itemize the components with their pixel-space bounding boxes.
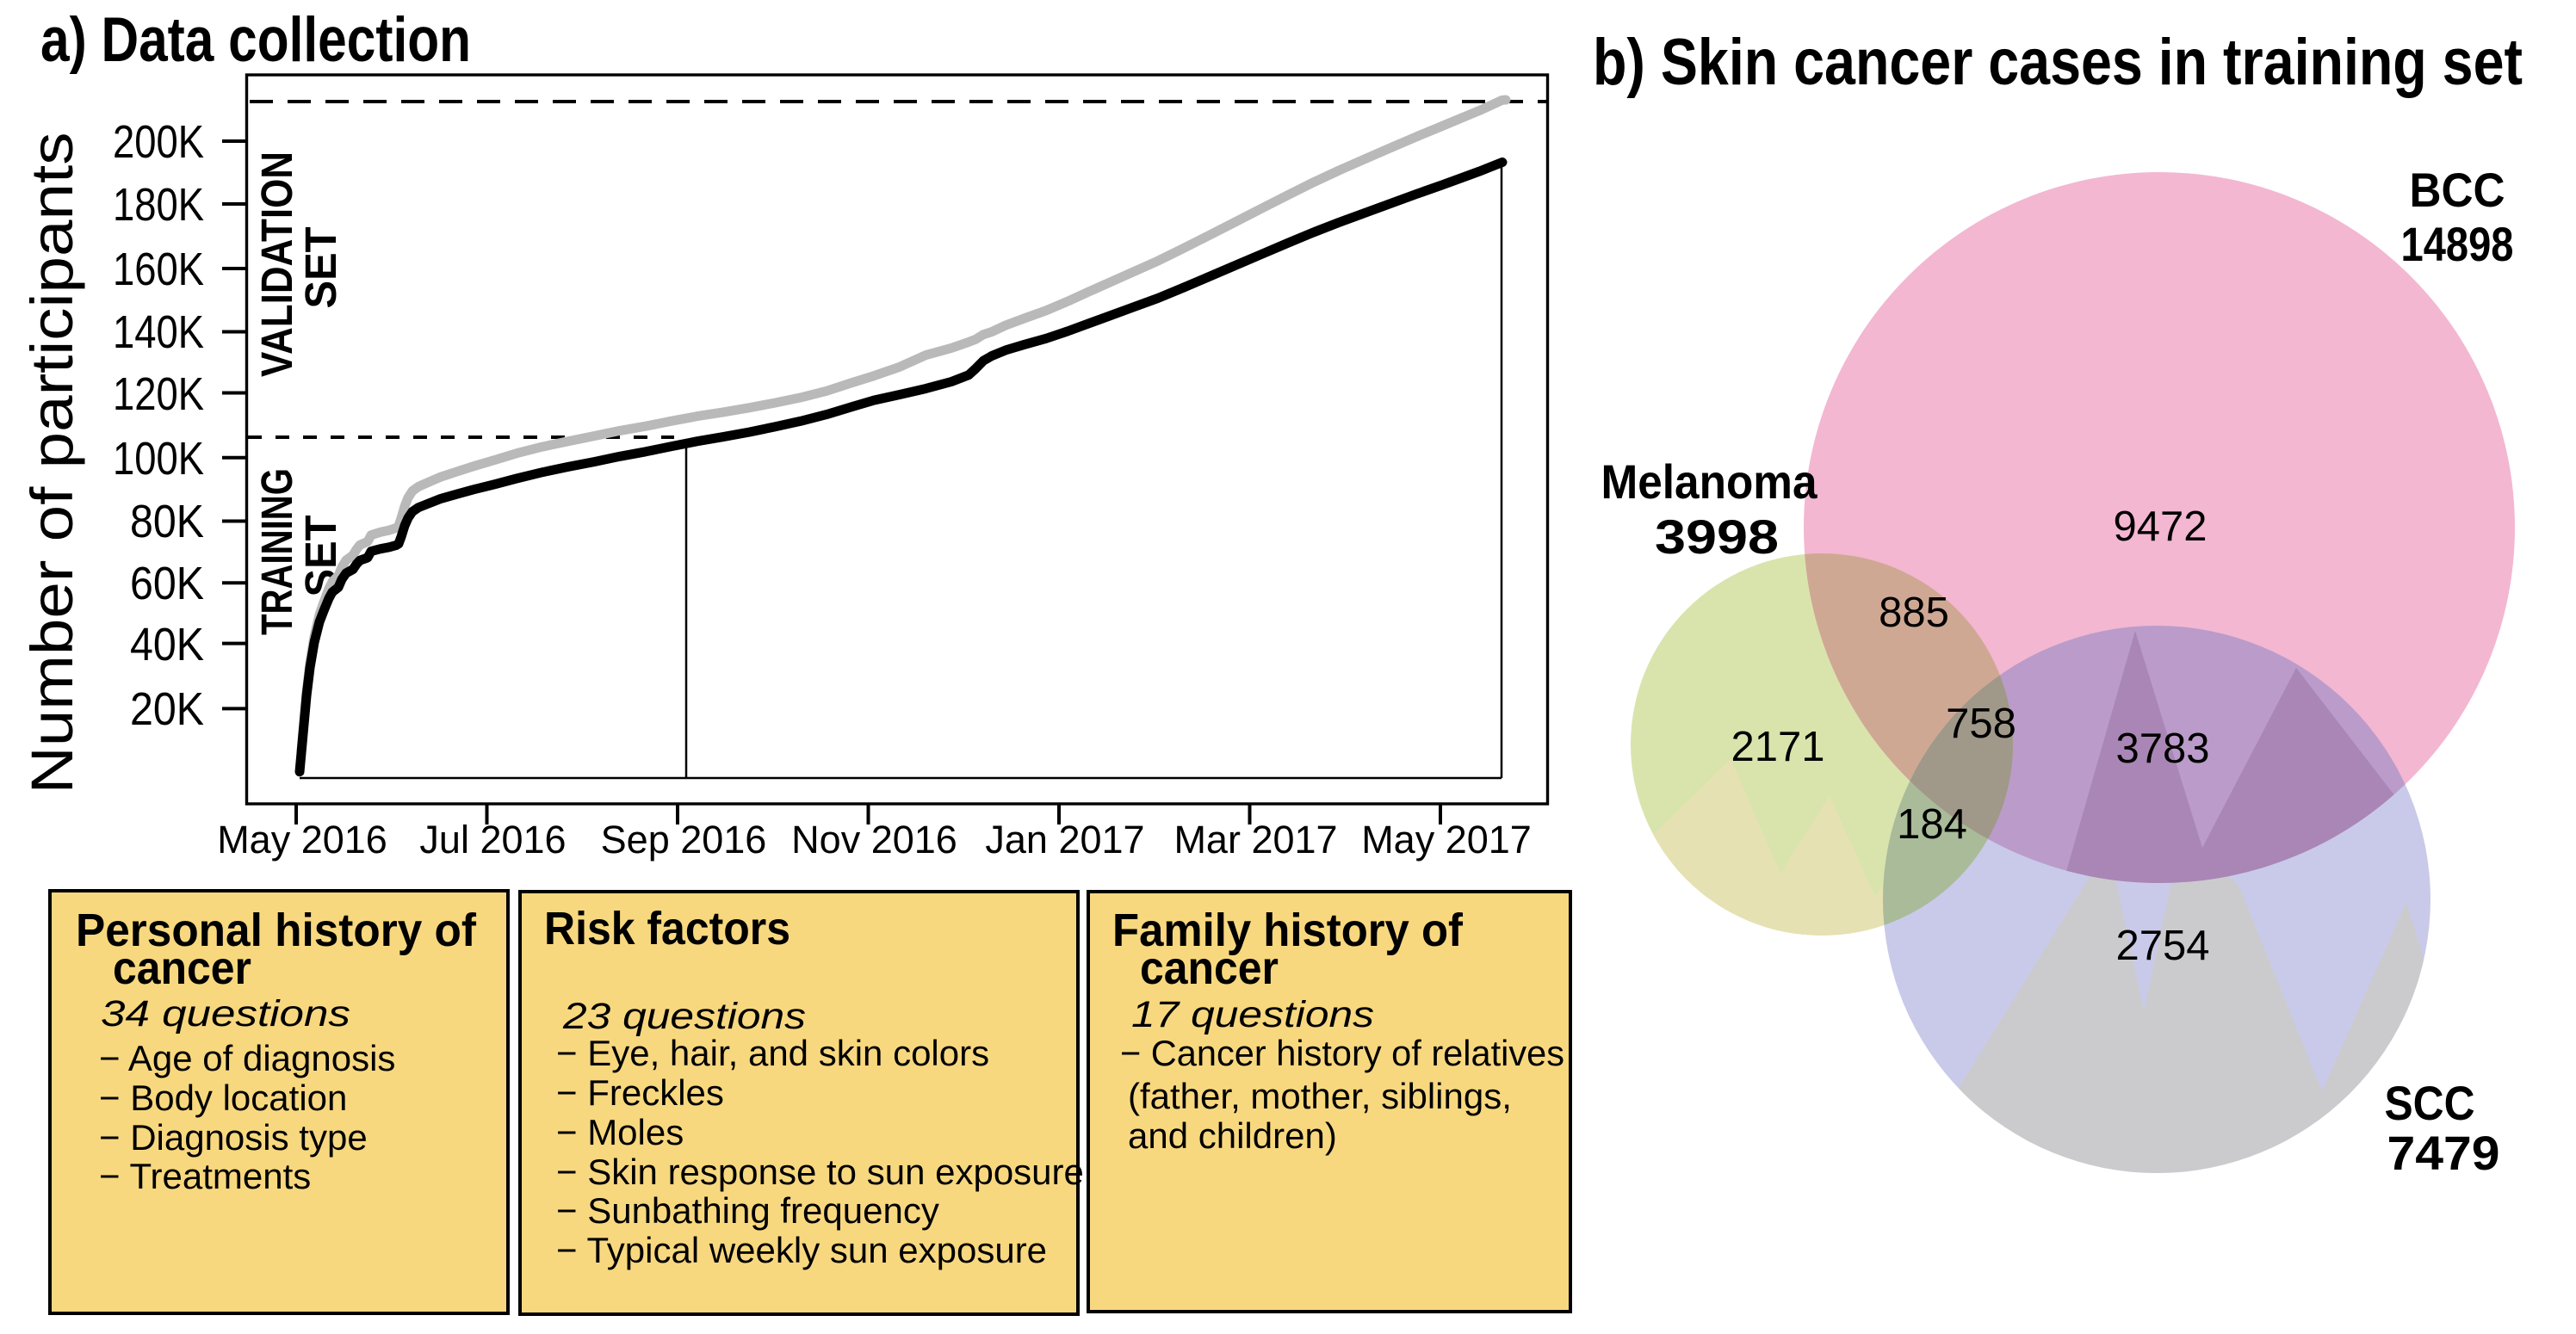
svg-text:80K: 80K bbox=[130, 496, 204, 547]
svg-text:May 2016: May 2016 bbox=[217, 818, 387, 862]
svg-text:− Moles: − Moles bbox=[556, 1112, 684, 1152]
svg-text:VALIDATION: VALIDATION bbox=[252, 151, 301, 377]
svg-text:Mar 2017: Mar 2017 bbox=[1173, 818, 1337, 862]
svg-text:Number of participants: Number of participants bbox=[19, 132, 85, 794]
svg-text:184: 184 bbox=[1897, 801, 1967, 848]
svg-text:− Age of diagnosis: − Age of diagnosis bbox=[99, 1038, 395, 1078]
svg-text:Sep 2016: Sep 2016 bbox=[601, 818, 767, 862]
svg-text:3998: 3998 bbox=[1655, 510, 1779, 564]
svg-text:60K: 60K bbox=[130, 558, 204, 609]
svg-text:140K: 140K bbox=[113, 306, 204, 358]
svg-text:Jul 2016: Jul 2016 bbox=[419, 818, 566, 862]
svg-text:2171: 2171 bbox=[1731, 724, 1824, 770]
svg-text:− Sunbathing frequency: − Sunbathing frequency bbox=[556, 1190, 939, 1231]
svg-text:− Eye, hair, and skin colors: − Eye, hair, and skin colors bbox=[556, 1033, 989, 1073]
svg-text:SCC: SCC bbox=[2385, 1076, 2475, 1130]
svg-text:Jan 2017: Jan 2017 bbox=[985, 818, 1144, 862]
svg-text:(father, mother, siblings,: (father, mother, siblings, bbox=[1128, 1076, 1512, 1116]
svg-text:b) Skin cancer cases in traini: b) Skin cancer cases in training set bbox=[1593, 26, 2523, 99]
svg-text:34 questions: 34 questions bbox=[101, 993, 350, 1034]
svg-text:40K: 40K bbox=[130, 619, 204, 670]
svg-text:100K: 100K bbox=[113, 433, 204, 485]
svg-text:Family history of: Family history of bbox=[1112, 905, 1464, 956]
svg-text:20K: 20K bbox=[130, 683, 204, 735]
svg-text:2754: 2754 bbox=[2115, 923, 2209, 969]
svg-text:Risk factors: Risk factors bbox=[544, 903, 790, 954]
svg-text:Melanoma: Melanoma bbox=[1601, 454, 1818, 509]
svg-text:− Diagnosis type: − Diagnosis type bbox=[99, 1117, 368, 1158]
svg-text:− Typical weekly sun exposure: − Typical weekly sun exposure bbox=[556, 1230, 1047, 1270]
svg-text:BCC: BCC bbox=[2410, 163, 2505, 217]
svg-text:TRAINING: TRAINING bbox=[252, 468, 301, 635]
svg-text:160K: 160K bbox=[113, 244, 204, 295]
svg-text:− Treatments: − Treatments bbox=[99, 1156, 311, 1196]
svg-text:a) Data collection: a) Data collection bbox=[40, 5, 471, 75]
svg-text:− Body location: − Body location bbox=[99, 1078, 347, 1118]
svg-text:23 questions: 23 questions bbox=[562, 996, 806, 1037]
svg-text:200K: 200K bbox=[113, 116, 204, 168]
svg-text:758: 758 bbox=[1946, 701, 2016, 747]
svg-text:17 questions: 17 questions bbox=[1131, 994, 1374, 1035]
svg-text:− Cancer history of relatives: − Cancer history of relatives bbox=[1120, 1033, 1564, 1073]
svg-text:120K: 120K bbox=[113, 368, 204, 420]
svg-text:9472: 9472 bbox=[2113, 503, 2207, 550]
svg-text:7479: 7479 bbox=[2387, 1126, 2500, 1180]
svg-text:14898: 14898 bbox=[2401, 217, 2514, 271]
svg-text:− Skin response to sun exposur: − Skin response to sun exposure bbox=[556, 1152, 1084, 1192]
svg-text:180K: 180K bbox=[113, 179, 204, 231]
svg-text:cancer: cancer bbox=[113, 942, 251, 994]
svg-text:3783: 3783 bbox=[2115, 726, 2209, 772]
svg-text:885: 885 bbox=[1879, 590, 1949, 636]
svg-text:− Freckles: − Freckles bbox=[556, 1072, 724, 1113]
svg-text:May 2017: May 2017 bbox=[1361, 818, 1532, 862]
svg-text:SET: SET bbox=[296, 227, 345, 309]
svg-text:cancer: cancer bbox=[1140, 942, 1279, 994]
svg-text:Nov 2016: Nov 2016 bbox=[791, 818, 957, 862]
svg-text:Personal history of: Personal history of bbox=[76, 905, 477, 956]
svg-text:and children): and children) bbox=[1128, 1115, 1337, 1156]
